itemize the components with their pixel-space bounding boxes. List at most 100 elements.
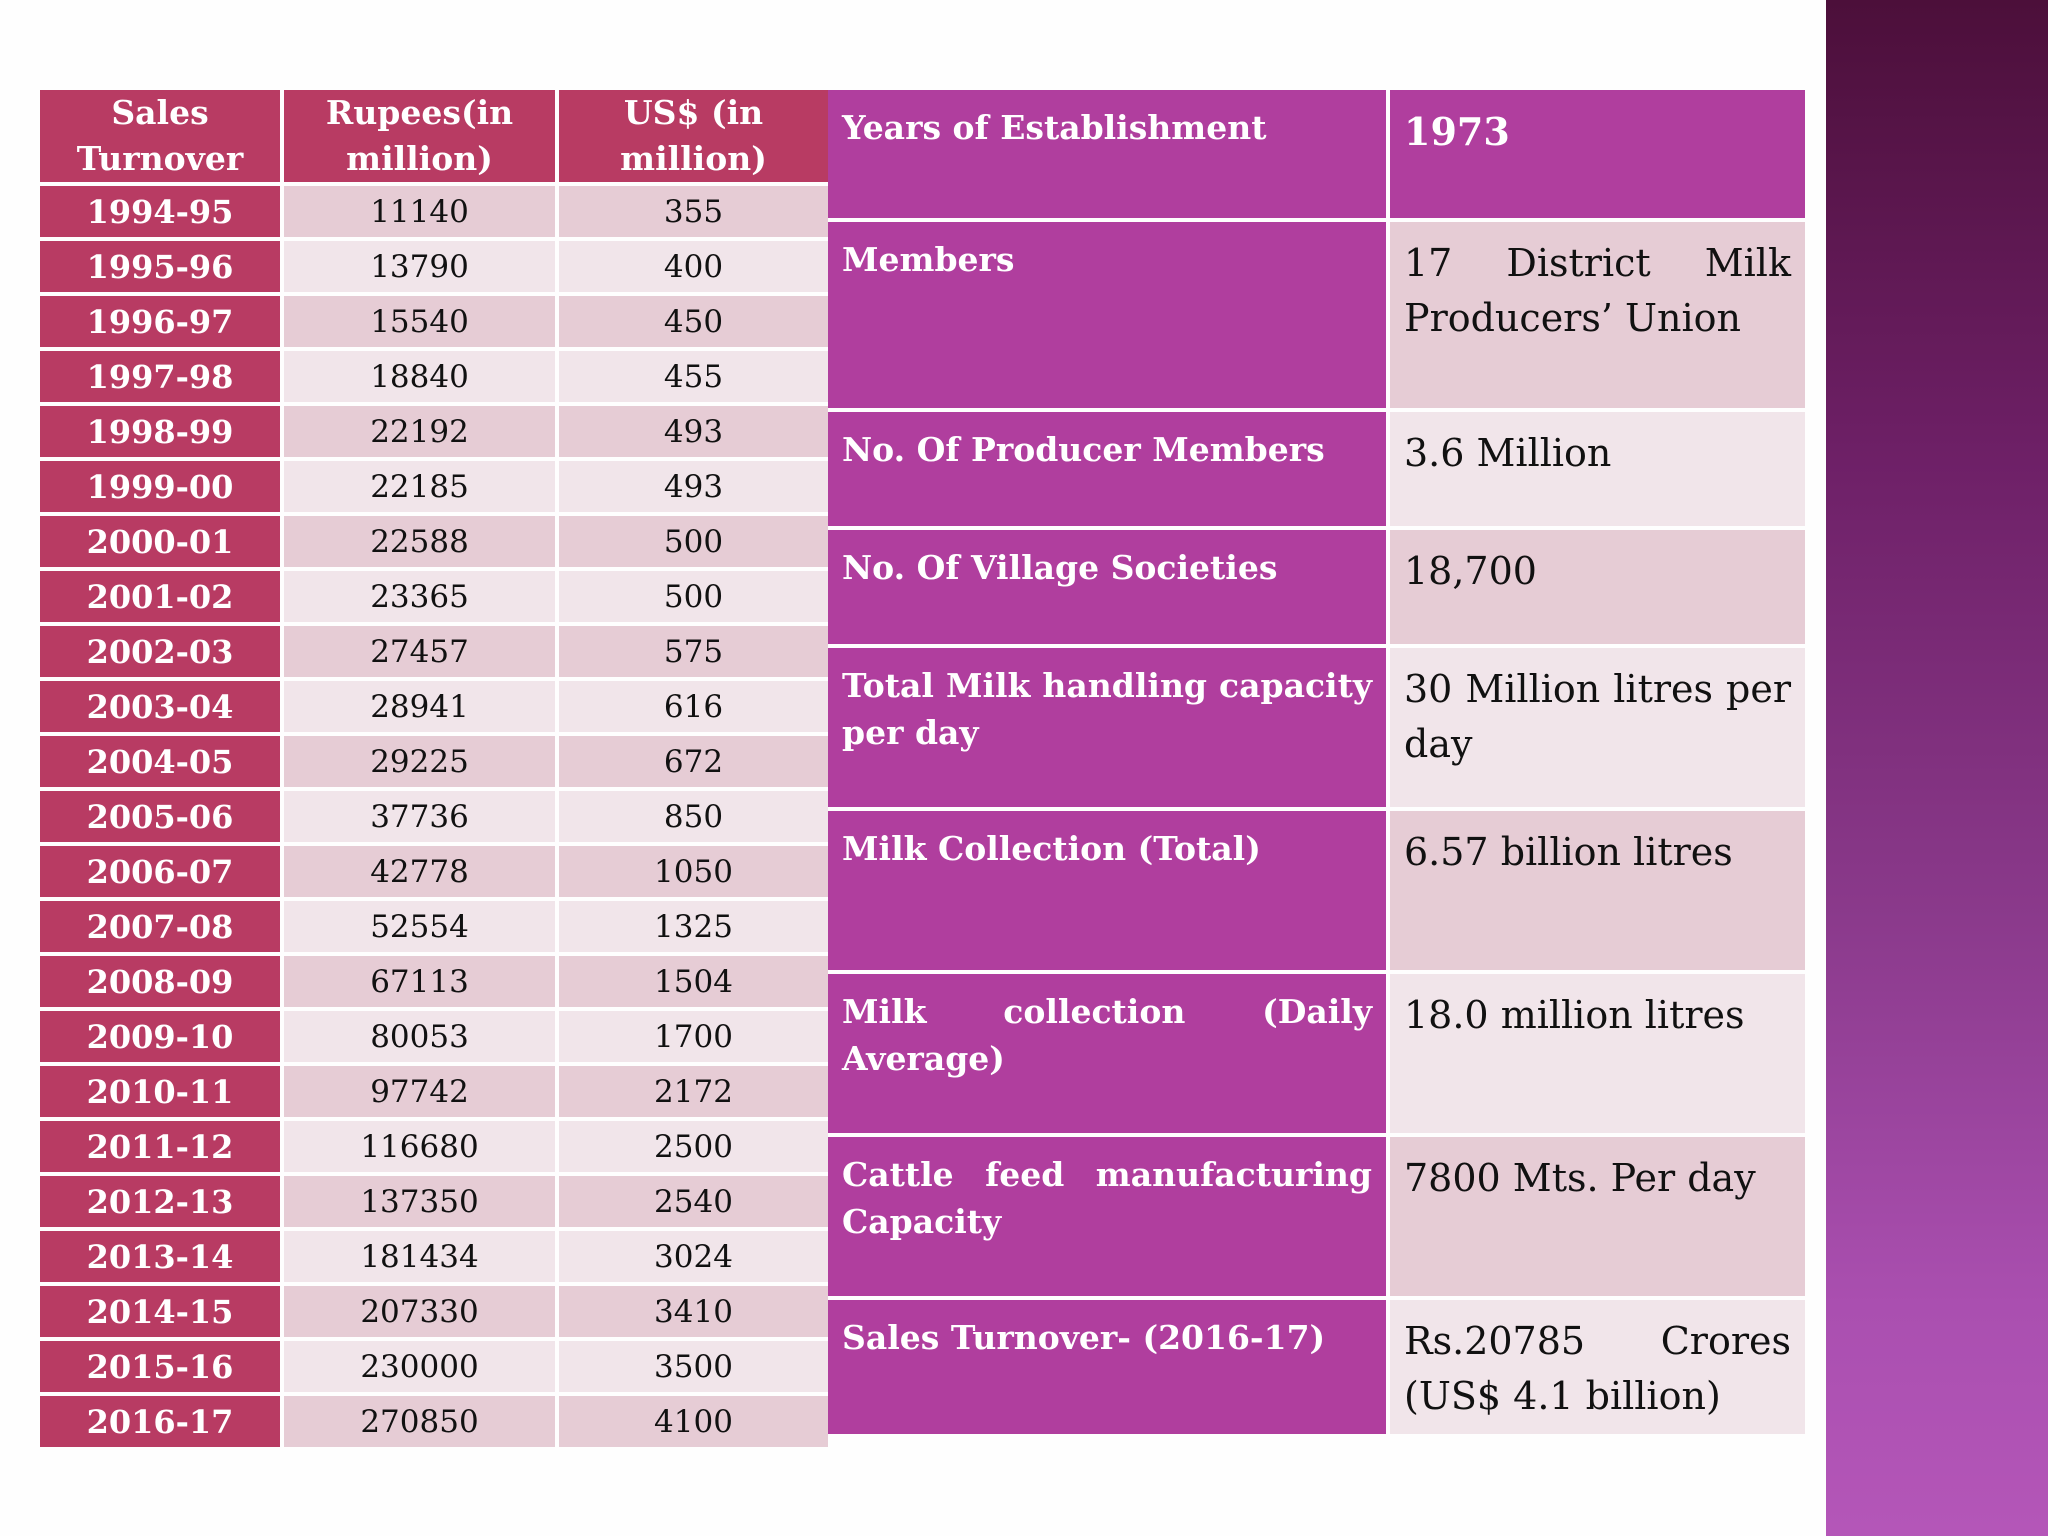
rupees-cell: 270850 bbox=[284, 1396, 555, 1447]
usd-cell: 493 bbox=[559, 461, 828, 512]
fact-row: Cattle feed manufacturing Capacity 7800 M… bbox=[828, 1137, 1805, 1296]
sales-row: 1995-96 13790 400 bbox=[40, 241, 828, 292]
sales-row: 2011-12 116680 2500 bbox=[40, 1121, 828, 1172]
sales-row: 1996-97 15540 450 bbox=[40, 296, 828, 347]
year-cell: 2014-15 bbox=[40, 1286, 280, 1337]
dairy-facts-table: Years of Establishment 1973 Members 17 Dist… bbox=[824, 86, 1809, 1438]
year-cell: 2005-06 bbox=[40, 791, 280, 842]
rupees-cell: 22192 bbox=[284, 406, 555, 457]
sales-row: 1994-95 11140 355 bbox=[40, 186, 828, 237]
rupees-cell: 23365 bbox=[284, 571, 555, 622]
rupees-cell: 28941 bbox=[284, 681, 555, 732]
usd-cell: 2172 bbox=[559, 1066, 828, 1117]
sales-row: 2010-11 97742 2172 bbox=[40, 1066, 828, 1117]
usd-cell: 3410 bbox=[559, 1286, 828, 1337]
usd-cell: 493 bbox=[559, 406, 828, 457]
fact-row: Total Milk handling capacity per day 30 M… bbox=[828, 648, 1805, 807]
rupees-cell: 207330 bbox=[284, 1286, 555, 1337]
usd-cell: 400 bbox=[559, 241, 828, 292]
sales-turnover-table: Sales Turnover Rupees(in million) US$ (i… bbox=[36, 86, 832, 1451]
sales-row: 2003-04 28941 616 bbox=[40, 681, 828, 732]
usd-cell: 1325 bbox=[559, 901, 828, 952]
sales-row: 2014-15 207330 3410 bbox=[40, 1286, 828, 1337]
year-cell: 2015-16 bbox=[40, 1341, 280, 1392]
usd-cell: 450 bbox=[559, 296, 828, 347]
rupees-cell: 116680 bbox=[284, 1121, 555, 1172]
year-cell: 1995-96 bbox=[40, 241, 280, 292]
year-cell: 2012-13 bbox=[40, 1176, 280, 1227]
header-sales-turnover: Sales Turnover bbox=[40, 90, 280, 182]
sales-row: 2007-08 52554 1325 bbox=[40, 901, 828, 952]
fact-label: Milk Collection (Total) bbox=[828, 811, 1386, 970]
rupees-cell: 181434 bbox=[284, 1231, 555, 1282]
usd-cell: 2500 bbox=[559, 1121, 828, 1172]
fact-row: Sales Turnover- (2016-17) Rs.20785 Crores… bbox=[828, 1300, 1805, 1434]
usd-cell: 500 bbox=[559, 516, 828, 567]
usd-cell: 1700 bbox=[559, 1011, 828, 1062]
year-cell: 1999-00 bbox=[40, 461, 280, 512]
usd-cell: 500 bbox=[559, 571, 828, 622]
fact-value: 30 Million litres per day bbox=[1390, 648, 1805, 807]
year-cell: 1994-95 bbox=[40, 186, 280, 237]
fact-label: Sales Turnover- (2016-17) bbox=[828, 1300, 1386, 1434]
fact-row: Milk collection (Daily Average) 18.0 mill… bbox=[828, 974, 1805, 1133]
year-cell: 2000-01 bbox=[40, 516, 280, 567]
fact-value: 6.57 billion litres bbox=[1390, 811, 1805, 970]
fact-value: 18.0 million litres bbox=[1390, 974, 1805, 1133]
fact-row: No. Of Producer Members 3.6 Million bbox=[828, 412, 1805, 526]
sales-row: 1997-98 18840 455 bbox=[40, 351, 828, 402]
rupees-cell: 13790 bbox=[284, 241, 555, 292]
rupees-cell: 230000 bbox=[284, 1341, 555, 1392]
fact-value: 3.6 Million bbox=[1390, 412, 1805, 526]
sales-row: 2005-06 37736 850 bbox=[40, 791, 828, 842]
fact-label: No. Of Village Societies bbox=[828, 530, 1386, 644]
rupees-cell: 29225 bbox=[284, 736, 555, 787]
usd-cell: 1050 bbox=[559, 846, 828, 897]
fact-label: Members bbox=[828, 222, 1386, 408]
fact-label: Milk collection (Daily Average) bbox=[828, 974, 1386, 1133]
rupees-cell: 15540 bbox=[284, 296, 555, 347]
year-cell: 2003-04 bbox=[40, 681, 280, 732]
sales-row: 2016-17 270850 4100 bbox=[40, 1396, 828, 1447]
fact-value: Rs.20785 Crores (US$ 4.1 billion) bbox=[1390, 1300, 1805, 1434]
year-cell: 2006-07 bbox=[40, 846, 280, 897]
rupees-cell: 11140 bbox=[284, 186, 555, 237]
year-cell: 2011-12 bbox=[40, 1121, 280, 1172]
rupees-cell: 137350 bbox=[284, 1176, 555, 1227]
fact-label: Cattle feed manufacturing Capacity bbox=[828, 1137, 1386, 1296]
sales-row: 1999-00 22185 493 bbox=[40, 461, 828, 512]
sales-row: 2009-10 80053 1700 bbox=[40, 1011, 828, 1062]
rupees-cell: 37736 bbox=[284, 791, 555, 842]
fact-value: 1973 bbox=[1390, 90, 1805, 218]
sales-row: 2002-03 27457 575 bbox=[40, 626, 828, 677]
year-cell: 2002-03 bbox=[40, 626, 280, 677]
fact-value: 18,700 bbox=[1390, 530, 1805, 644]
year-cell: 2016-17 bbox=[40, 1396, 280, 1447]
usd-cell: 1504 bbox=[559, 956, 828, 1007]
rupees-cell: 22588 bbox=[284, 516, 555, 567]
fact-row: Members 17 District Milk Producers’ Union bbox=[828, 222, 1805, 408]
rupees-cell: 18840 bbox=[284, 351, 555, 402]
fact-value: 7800 Mts. Per day bbox=[1390, 1137, 1805, 1296]
rupees-cell: 42778 bbox=[284, 846, 555, 897]
year-cell: 1998-99 bbox=[40, 406, 280, 457]
fact-row: No. Of Village Societies 18,700 bbox=[828, 530, 1805, 644]
year-cell: 1996-97 bbox=[40, 296, 280, 347]
year-cell: 2007-08 bbox=[40, 901, 280, 952]
fact-row: Years of Establishment 1973 bbox=[828, 90, 1805, 218]
decorative-side-band bbox=[1826, 0, 2048, 1536]
sales-row: 2008-09 67113 1504 bbox=[40, 956, 828, 1007]
rupees-cell: 80053 bbox=[284, 1011, 555, 1062]
year-cell: 2001-02 bbox=[40, 571, 280, 622]
usd-cell: 672 bbox=[559, 736, 828, 787]
usd-cell: 575 bbox=[559, 626, 828, 677]
sales-row: 2001-02 23365 500 bbox=[40, 571, 828, 622]
sales-row: 2006-07 42778 1050 bbox=[40, 846, 828, 897]
usd-cell: 3500 bbox=[559, 1341, 828, 1392]
year-cell: 2010-11 bbox=[40, 1066, 280, 1117]
year-cell: 2009-10 bbox=[40, 1011, 280, 1062]
year-cell: 1997-98 bbox=[40, 351, 280, 402]
fact-row: Milk Collection (Total) 6.57 billion litr… bbox=[828, 811, 1805, 970]
year-cell: 2013-14 bbox=[40, 1231, 280, 1282]
fact-value: 17 District Milk Producers’ Union bbox=[1390, 222, 1805, 408]
